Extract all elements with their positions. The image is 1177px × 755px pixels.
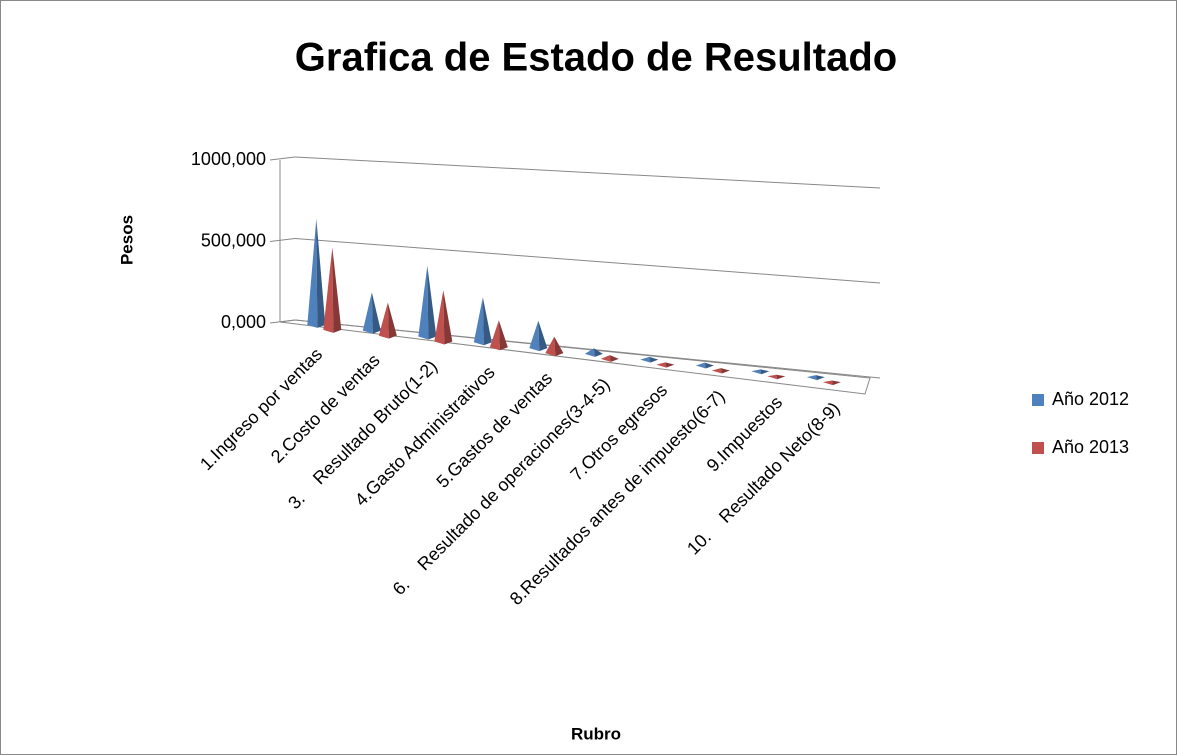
- cone: [307, 218, 326, 328]
- cone: [378, 302, 397, 339]
- cone-face: [695, 362, 706, 369]
- cone-face: [751, 369, 762, 375]
- cone-face: [767, 374, 778, 380]
- cone-face-shadow: [387, 302, 397, 339]
- cone: [751, 369, 770, 375]
- grid-line: [294, 238, 881, 284]
- cone-face: [418, 265, 429, 340]
- cone-face: [640, 356, 651, 363]
- cone-face: [711, 368, 722, 374]
- cone: [695, 362, 714, 369]
- cone: [656, 362, 675, 368]
- cone-face-shadow: [443, 290, 453, 345]
- cone-face: [489, 320, 500, 351]
- chart-title: Grafica de Estado de Resultado: [295, 36, 897, 80]
- y-tick-label: 1000,000: [191, 149, 266, 169]
- cone-face: [362, 292, 373, 334]
- cone-face-shadow: [665, 362, 675, 368]
- cone-face-shadow: [482, 297, 492, 346]
- cone: [822, 380, 841, 386]
- legend-label: Año 2013: [1052, 437, 1129, 457]
- cone-face-shadow: [815, 375, 825, 381]
- cone-face-shadow: [332, 247, 342, 333]
- cone-face: [323, 247, 334, 333]
- cone-face-shadow: [316, 218, 326, 328]
- y-tick: [269, 319, 296, 324]
- cone-face-shadow: [371, 292, 381, 334]
- y-tick: [269, 156, 296, 161]
- y-axis-label: Pesos: [117, 215, 136, 265]
- cone: [434, 290, 453, 345]
- cone-face: [656, 362, 667, 368]
- cone-face-shadow: [609, 355, 619, 362]
- legend-label: Año 2012: [1052, 389, 1129, 409]
- cone-face: [307, 218, 318, 328]
- grid-line: [294, 156, 881, 189]
- cone-face-shadow: [720, 368, 730, 374]
- legend-swatch: [1032, 442, 1044, 454]
- cone-face: [378, 302, 389, 339]
- cone: [362, 292, 381, 334]
- y-tick-label: 500,000: [201, 230, 266, 250]
- cone-face: [545, 336, 556, 357]
- cone: [600, 355, 619, 362]
- cone: [489, 320, 508, 351]
- cone: [584, 348, 603, 357]
- y-tick-label: 0,000: [221, 312, 266, 332]
- cone: [806, 375, 825, 381]
- cone-face: [600, 355, 611, 362]
- y-tick: [269, 238, 296, 242]
- legend-swatch: [1032, 394, 1044, 406]
- cone-face: [434, 290, 445, 345]
- cone: [640, 356, 659, 363]
- cone-face: [584, 348, 595, 357]
- cone-face: [806, 375, 817, 381]
- cone-face-shadow: [831, 380, 841, 386]
- cone: [323, 247, 342, 333]
- cone: [545, 336, 564, 357]
- cone-face-shadow: [498, 320, 508, 351]
- cone: [418, 265, 437, 340]
- cone: [767, 374, 786, 380]
- cone: [473, 297, 492, 346]
- cone-face: [529, 320, 540, 352]
- cone-face-shadow: [427, 265, 437, 340]
- cone-face-shadow: [760, 369, 770, 375]
- cone-face-shadow: [704, 362, 714, 369]
- cone-face-shadow: [593, 348, 603, 357]
- cone-face: [822, 380, 833, 386]
- cone-face-shadow: [554, 336, 564, 357]
- cone-face: [473, 297, 484, 346]
- cone-face-shadow: [538, 320, 548, 352]
- cone: [529, 320, 548, 352]
- cone: [711, 368, 730, 374]
- cone-face-shadow: [776, 374, 786, 380]
- cone-face-shadow: [649, 356, 659, 363]
- x-axis-label: Rubro: [571, 724, 621, 743]
